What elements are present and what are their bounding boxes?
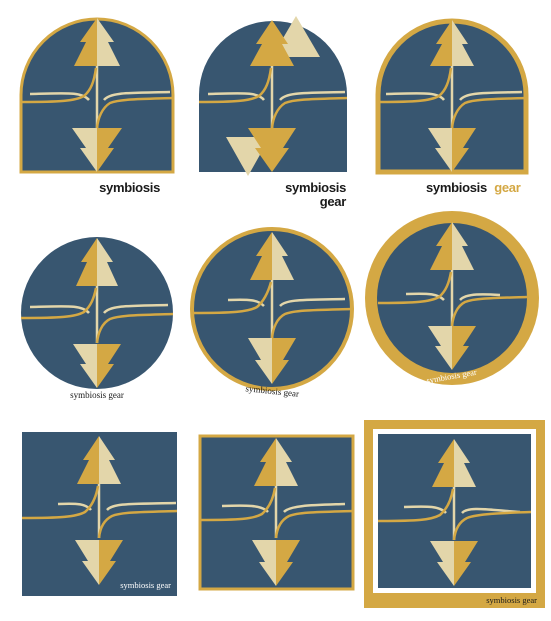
pine-tree-down-icon	[248, 338, 272, 384]
pine-tree-down-icon-half	[97, 344, 121, 388]
stream-line-icon	[377, 271, 528, 327]
pine-tree-up-icon	[250, 232, 272, 280]
logo-square-framed: symbiosis gear	[364, 420, 545, 608]
stream-line-icon	[377, 488, 532, 541]
pine-tree-up-icon	[250, 20, 272, 66]
pine-tree-down-icon-half	[276, 540, 300, 586]
pine-tree-up-icon-half	[97, 238, 118, 286]
pine-tree-up-icon-half	[99, 436, 121, 484]
pine-tree-down-icon-half	[454, 541, 478, 586]
logo-label: symbiosis gear	[120, 580, 171, 590]
pine-tree-down-icon	[428, 128, 452, 172]
pine-tree-up-icon	[432, 439, 454, 487]
logo-square-plain: symbiosis gear	[21, 432, 178, 596]
pine-tree-down-icon	[72, 128, 97, 172]
pine-tree-down-icon-half	[99, 540, 123, 585]
label-word-symbiosis: symbiosis	[426, 180, 487, 195]
pine-tree-down-icon	[428, 326, 452, 370]
logo-circle-plain: symbiosis gear	[20, 237, 174, 400]
pine-tree-down-icon	[248, 128, 272, 172]
pine-tree-down-icon	[430, 541, 454, 586]
logo-circle-thin-ring: symbiosis gear	[190, 227, 354, 399]
offset-triangle-up-icon	[272, 16, 320, 57]
pine-tree-up-icon-half	[452, 20, 474, 66]
stream-line-icon	[29, 66, 171, 128]
offset-triangle-down-icon	[226, 137, 270, 176]
pine-tree-up-icon	[254, 438, 276, 486]
stream-line-icon	[385, 66, 523, 128]
logo-arch-bordered: symbiosis gear	[375, 18, 529, 195]
pine-tree-down-icon	[73, 344, 97, 388]
pine-tree-up-icon-half	[272, 232, 294, 280]
stream-line-icon	[20, 67, 174, 129]
stream-line-icon	[29, 286, 169, 343]
logo-square-thin-border	[198, 434, 355, 591]
logo-label: symbiosis gear	[486, 595, 537, 605]
logo-label: symbiosis gear	[426, 180, 521, 195]
pine-tree-down-icon-half	[97, 128, 122, 172]
stream-line-icon	[207, 66, 346, 128]
stream-line-icon	[20, 287, 174, 344]
pine-tree-down-icon	[252, 540, 276, 586]
pine-tree-down-icon-half	[452, 326, 476, 370]
pine-tree-up-icon	[430, 222, 452, 270]
logo-label: symbiosis	[99, 180, 160, 195]
pine-tree-up-icon	[76, 238, 97, 286]
pine-tree-up-icon	[430, 20, 452, 66]
logo-circle-thick-ring: symbiosis gear	[365, 211, 539, 385]
pine-tree-up-icon-half	[272, 20, 294, 66]
pine-tree-up-icon-half	[97, 18, 120, 66]
pine-tree-up-icon	[77, 436, 99, 484]
pine-tree-up-icon-half	[454, 439, 476, 487]
pine-tree-down-icon	[75, 540, 99, 585]
stream-line-icon	[192, 281, 352, 339]
stream-line-icon	[199, 487, 354, 539]
stream-line-icon	[377, 67, 527, 129]
label-word-gear: gear	[494, 180, 521, 195]
logo-label: symbiosis gear	[70, 390, 124, 400]
stream-line-icon	[227, 280, 346, 338]
pine-tree-down-icon-half	[272, 338, 296, 384]
pine-tree-up-icon-half	[276, 438, 298, 486]
pine-tree-down-icon-half	[272, 128, 296, 172]
logo-label-line1: symbiosis	[285, 180, 346, 195]
emblem	[20, 18, 174, 172]
pine-tree-down-icon-half	[452, 128, 476, 172]
stream-line-icon	[21, 485, 178, 539]
pine-tree-up-icon	[74, 18, 97, 66]
stream-line-icon	[405, 270, 501, 326]
logo-arch-plain: symbiosis	[19, 17, 175, 195]
pine-tree-up-icon-half	[452, 222, 474, 270]
logo-arch-offset: symbiosis gear	[198, 16, 348, 209]
stream-line-icon	[198, 67, 348, 129]
logo-label-line2: gear	[320, 194, 347, 209]
